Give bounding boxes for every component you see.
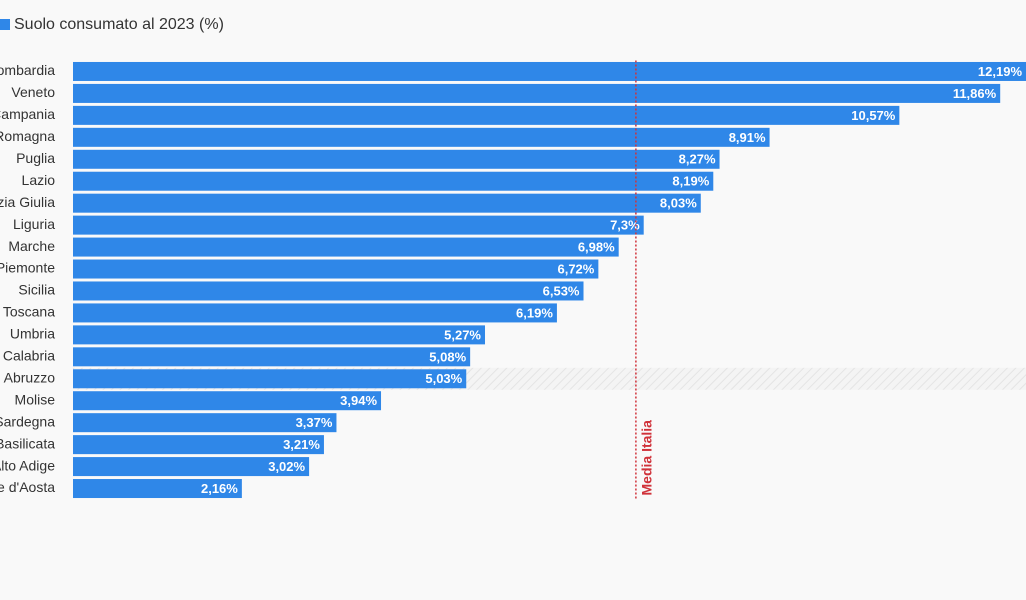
y-tick-label: Veneto (11, 84, 55, 100)
y-tick-label: Valle d'Aosta (0, 479, 55, 495)
value-label: 3,94% (340, 393, 377, 408)
y-tick-label: Puglia (16, 150, 55, 166)
bar (73, 303, 557, 323)
bar (73, 193, 701, 213)
value-label: 5,08% (429, 349, 466, 364)
value-label: 8,27% (679, 152, 716, 167)
y-tick-label: Umbria (10, 326, 55, 342)
y-tick-label: Campania (0, 106, 55, 122)
bar (73, 237, 619, 257)
bar (73, 347, 471, 367)
bar (73, 259, 599, 279)
bar (73, 171, 714, 191)
bar (73, 413, 337, 433)
value-label: 10,57% (851, 108, 896, 123)
y-tick-label: Trentino-Alto Adige (0, 457, 55, 473)
value-label: 3,02% (268, 459, 305, 474)
bar (73, 61, 1026, 81)
value-label: 3,37% (296, 415, 333, 430)
value-label: 6,72% (557, 261, 594, 276)
value-label: 8,91% (729, 130, 766, 145)
bar (73, 479, 242, 499)
bar (73, 215, 644, 235)
bar (73, 457, 310, 477)
y-tick-label: Toscana (3, 304, 55, 320)
y-tick-label: Calabria (3, 348, 55, 364)
bar (73, 369, 467, 389)
legend-label: Suolo consumato al 2023 (%) (14, 16, 224, 33)
y-tick-label: Sardegna (0, 413, 55, 429)
value-label: 8,03% (660, 196, 697, 211)
value-label: 3,21% (283, 437, 320, 452)
value-label: 2,16% (201, 481, 238, 496)
value-label: 5,27% (444, 327, 481, 342)
bar (73, 149, 720, 169)
bar (73, 391, 382, 411)
bar (73, 83, 1001, 103)
reference-label: Media Italia (639, 420, 655, 496)
y-tick-label: Molise (15, 391, 56, 407)
y-tick-label: Basilicata (0, 435, 55, 451)
value-label: 7,3% (610, 218, 640, 233)
y-tick-label: Lombardia (0, 62, 55, 78)
value-label: 5,03% (425, 371, 462, 386)
legend-swatch (0, 19, 10, 30)
y-tick-label: Abruzzo (4, 369, 56, 385)
bar (73, 325, 486, 345)
bar (73, 281, 584, 301)
bar (73, 105, 900, 125)
value-label: 6,53% (543, 283, 580, 298)
value-label: 6,98% (578, 240, 615, 255)
value-label: 12,19% (978, 64, 1023, 79)
y-tick-label: Lazio (22, 172, 56, 188)
y-tick-label: Sicilia (18, 282, 55, 298)
y-tick-label: Friuli-Venezia Giulia (0, 194, 55, 210)
value-label: 11,86% (953, 86, 997, 101)
bar (73, 435, 324, 455)
y-tick-label: Emilia-Romagna (0, 128, 55, 144)
value-label: 8,19% (672, 174, 709, 189)
y-tick-label: Marche (8, 238, 55, 254)
value-label: 6,19% (516, 305, 553, 320)
bar (73, 127, 770, 147)
y-tick-label: Liguria (13, 216, 55, 232)
y-tick-label: Piemonte (0, 260, 55, 276)
